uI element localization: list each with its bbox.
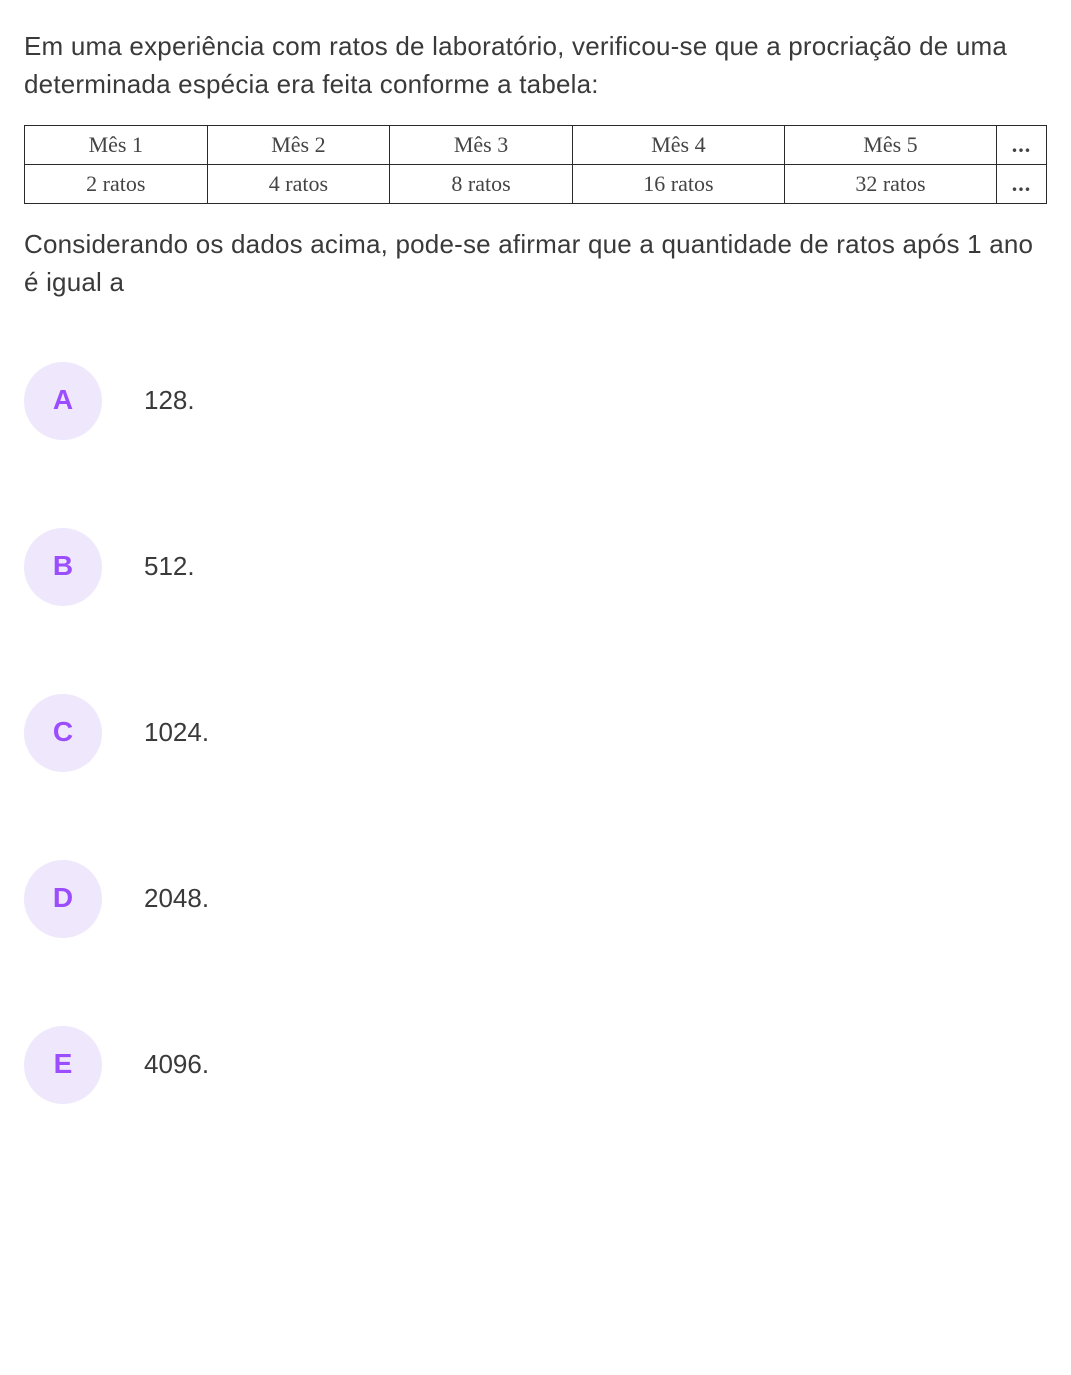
option-a[interactable]: A 128.	[24, 362, 1047, 440]
question-prompt-before: Em uma experiência com ratos de laborató…	[24, 28, 1047, 103]
data-table: Mês 1 Mês 2 Mês 3 Mês 4 Mês 5 ... 2 rato…	[24, 125, 1047, 204]
option-e[interactable]: E 4096.	[24, 1026, 1047, 1104]
table-data-cell: 32 ratos	[784, 165, 996, 204]
table-data-cell: 4 ratos	[207, 165, 390, 204]
table-header-cell: Mês 4	[572, 126, 784, 165]
question-prompt-after: Considerando os dados acima, pode-se afi…	[24, 226, 1047, 301]
option-c[interactable]: C 1024.	[24, 694, 1047, 772]
table-data-cell: 8 ratos	[390, 165, 573, 204]
option-badge: A	[24, 362, 102, 440]
option-b[interactable]: B 512.	[24, 528, 1047, 606]
option-text: 512.	[144, 548, 195, 586]
table-data-cell: 2 ratos	[25, 165, 208, 204]
option-badge: E	[24, 1026, 102, 1104]
table-header-ellipsis: ...	[997, 126, 1047, 165]
table-header-row: Mês 1 Mês 2 Mês 3 Mês 4 Mês 5 ...	[25, 126, 1047, 165]
option-d[interactable]: D 2048.	[24, 860, 1047, 938]
option-badge: B	[24, 528, 102, 606]
options-list: A 128. B 512. C 1024. D 2048. E 4096.	[24, 362, 1047, 1104]
table-header-cell: Mês 3	[390, 126, 573, 165]
option-text: 1024.	[144, 714, 209, 752]
table-header-cell: Mês 2	[207, 126, 390, 165]
option-text: 2048.	[144, 880, 209, 918]
table-header-cell: Mês 5	[784, 126, 996, 165]
table-data-row: 2 ratos 4 ratos 8 ratos 16 ratos 32 rato…	[25, 165, 1047, 204]
option-badge: C	[24, 694, 102, 772]
table-data-cell: 16 ratos	[572, 165, 784, 204]
option-badge: D	[24, 860, 102, 938]
option-text: 128.	[144, 382, 195, 420]
table-data-ellipsis: ...	[997, 165, 1047, 204]
option-text: 4096.	[144, 1046, 209, 1084]
table-header-cell: Mês 1	[25, 126, 208, 165]
